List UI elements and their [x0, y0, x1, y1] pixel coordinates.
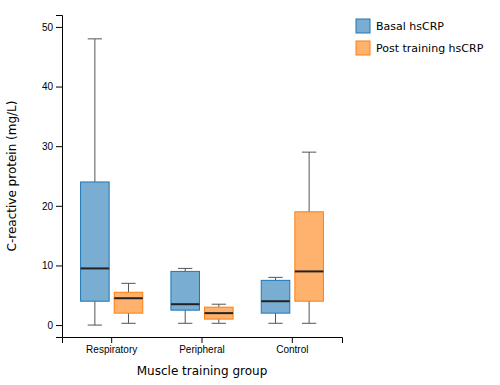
cap-high	[302, 152, 316, 153]
y-tick: 20	[42, 201, 62, 212]
cap-high	[178, 268, 192, 269]
y-tick: 40	[42, 81, 62, 92]
median	[171, 303, 200, 305]
marks	[81, 39, 324, 325]
whisker-low	[128, 313, 129, 323]
y-axis-line	[56, 16, 63, 338]
cap-high	[212, 304, 226, 305]
box-body	[205, 307, 234, 319]
y-tick-label: 20	[42, 201, 54, 212]
cap-low	[302, 323, 316, 324]
box-body	[81, 182, 110, 301]
y-axis: 0 10 20 30 40 50	[42, 16, 63, 338]
x-tick-label: Respiratory	[86, 344, 137, 355]
x-tick: Peripheral	[179, 337, 225, 355]
whisker-low	[218, 319, 219, 323]
y-tick: 30	[42, 141, 62, 152]
box	[295, 152, 324, 323]
legend: Basal hsCRP Post training hsCRP	[356, 19, 484, 55]
y-tick: 10	[42, 260, 62, 271]
x-tick-mark	[292, 337, 293, 343]
cap-low	[268, 323, 282, 324]
legend-label: Basal hsCRP	[376, 20, 444, 33]
y-tick-label: 40	[42, 81, 54, 92]
y-tick-mark	[56, 206, 62, 207]
cap-high	[121, 283, 135, 284]
y-tick-label: 10	[42, 260, 54, 271]
y-tick-mark	[56, 87, 62, 88]
box-series	[114, 152, 323, 323]
legend-item: Post training hsCRP	[356, 41, 484, 55]
box-body	[114, 292, 143, 313]
whisker-low	[309, 301, 310, 323]
box	[81, 39, 110, 325]
legend-swatch	[356, 41, 370, 55]
y-tick-label: 30	[42, 141, 54, 152]
whisker-high	[128, 283, 129, 292]
y-tick-mark	[56, 27, 62, 28]
y-tick-mark	[56, 325, 62, 326]
whisker-low	[275, 313, 276, 323]
y-tick: 0	[47, 320, 62, 331]
box-body	[171, 271, 200, 310]
cap-high	[268, 277, 282, 278]
x-tick-mark	[111, 337, 112, 343]
cap-low	[178, 323, 192, 324]
whisker-low	[185, 310, 186, 323]
y-tick-mark	[56, 146, 62, 147]
y-tick-mark	[56, 265, 62, 266]
legend-label: Post training hsCRP	[376, 42, 484, 55]
box	[171, 268, 200, 323]
y-tick-label: 0	[47, 320, 53, 331]
x-axis: Respiratory Peripheral Control	[63, 337, 343, 355]
y-tick-label: 50	[42, 22, 54, 33]
cap-high	[88, 38, 102, 39]
cap-low	[212, 323, 226, 324]
whisker-high	[309, 152, 310, 212]
median	[81, 267, 110, 269]
cap-low	[88, 325, 102, 326]
x-tick-label: Control	[276, 344, 308, 355]
box-series	[81, 39, 290, 325]
box	[114, 283, 143, 323]
x-tick-label: Peripheral	[179, 344, 225, 355]
x-axis-title: Muscle training group	[137, 364, 268, 378]
whisker-low	[94, 301, 95, 325]
cap-low	[121, 323, 135, 324]
box-body	[261, 280, 290, 313]
legend-swatch	[356, 19, 370, 33]
y-axis-title: C-reactive protein (mg/L)	[5, 101, 19, 252]
median	[295, 270, 324, 272]
x-tick-mark	[202, 337, 203, 343]
box	[205, 304, 234, 323]
y-tick: 50	[42, 22, 62, 33]
x-tick: Control	[276, 337, 308, 355]
x-axis-line	[63, 338, 343, 344]
median	[114, 297, 143, 299]
box	[261, 277, 290, 323]
legend-item: Basal hsCRP	[356, 19, 444, 33]
median	[261, 300, 290, 302]
whisker-high	[94, 39, 95, 182]
box-body	[295, 212, 324, 301]
x-tick: Respiratory	[86, 337, 137, 355]
chart: 0 10 20 30 40 50 Respiratory Peripheral Control M…	[0, 0, 500, 385]
median	[205, 312, 234, 314]
plot-area: 0 10 20 30 40 50 Respiratory Peripheral Control	[42, 16, 343, 356]
